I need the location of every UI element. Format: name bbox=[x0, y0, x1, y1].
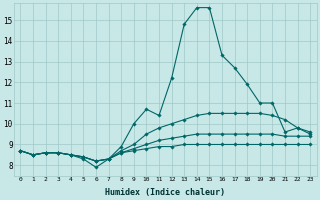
X-axis label: Humidex (Indice chaleur): Humidex (Indice chaleur) bbox=[105, 188, 225, 197]
